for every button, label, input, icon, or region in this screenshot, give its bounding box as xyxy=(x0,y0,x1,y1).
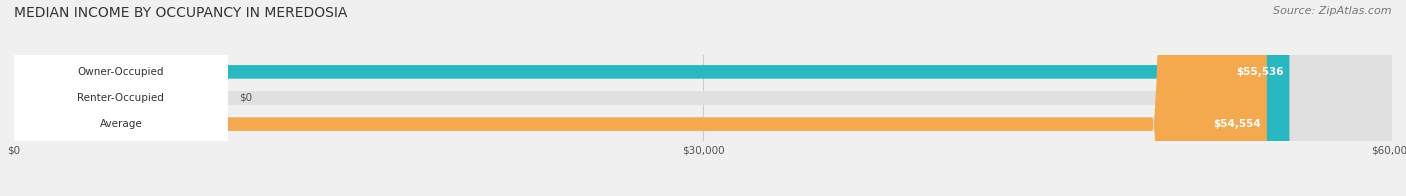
FancyBboxPatch shape xyxy=(14,0,228,196)
FancyBboxPatch shape xyxy=(14,0,1392,196)
FancyBboxPatch shape xyxy=(14,0,228,196)
FancyBboxPatch shape xyxy=(14,0,1267,196)
Text: $54,554: $54,554 xyxy=(1213,119,1261,129)
Text: MEDIAN INCOME BY OCCUPANCY IN MEREDOSIA: MEDIAN INCOME BY OCCUPANCY IN MEREDOSIA xyxy=(14,6,347,20)
Text: $0: $0 xyxy=(239,93,252,103)
Text: Source: ZipAtlas.com: Source: ZipAtlas.com xyxy=(1274,6,1392,16)
Text: Owner-Occupied: Owner-Occupied xyxy=(77,67,165,77)
FancyBboxPatch shape xyxy=(14,0,1392,196)
FancyBboxPatch shape xyxy=(14,0,1289,196)
FancyBboxPatch shape xyxy=(14,0,228,196)
Text: Renter-Occupied: Renter-Occupied xyxy=(77,93,165,103)
FancyBboxPatch shape xyxy=(14,0,1392,196)
Text: Average: Average xyxy=(100,119,142,129)
Text: $55,536: $55,536 xyxy=(1236,67,1284,77)
